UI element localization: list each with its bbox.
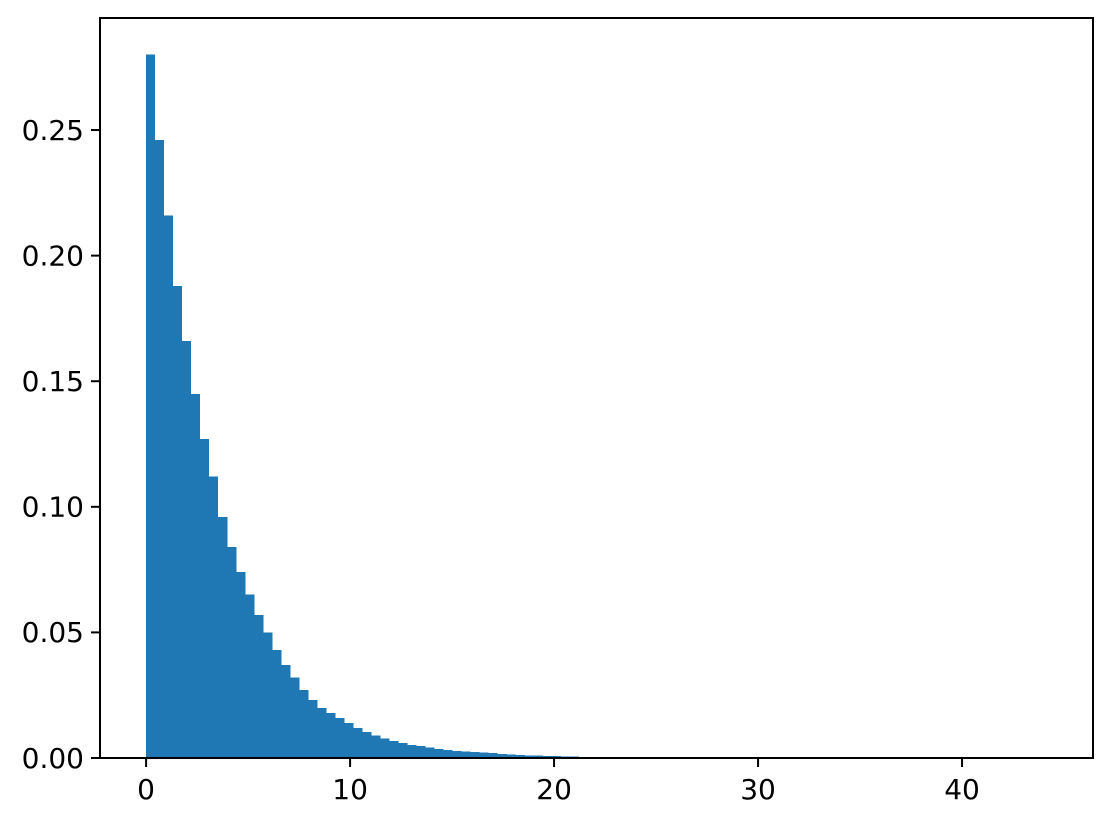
histogram-bars bbox=[146, 54, 597, 759]
histogram-bar bbox=[380, 738, 390, 758]
y-tick-label: 0.05 bbox=[22, 616, 84, 649]
y-tick-label: 0.00 bbox=[22, 742, 84, 775]
y-axis: 0.00 0.05 0.10 0.15 0.20 0.25 bbox=[22, 114, 100, 775]
x-tick-label: 10 bbox=[332, 773, 368, 806]
histogram-bar bbox=[407, 744, 417, 758]
y-tick-label: 0.20 bbox=[22, 239, 84, 272]
histogram-bar bbox=[479, 752, 489, 758]
histogram-bar bbox=[326, 712, 336, 758]
histogram-bar bbox=[317, 707, 327, 758]
histogram-bar bbox=[209, 476, 219, 758]
histogram-bar bbox=[308, 700, 318, 758]
histogram-bar bbox=[200, 438, 210, 758]
histogram-bar bbox=[524, 755, 534, 758]
histogram-bar bbox=[290, 677, 300, 758]
histogram-bar bbox=[272, 649, 282, 758]
histogram-bar bbox=[335, 717, 345, 758]
histogram-bar bbox=[263, 632, 273, 758]
x-tick-label: 40 bbox=[944, 773, 980, 806]
histogram-bar bbox=[146, 54, 156, 759]
histogram-bar bbox=[488, 753, 498, 758]
histogram-bar bbox=[533, 755, 543, 758]
x-axis: 0 10 20 30 40 bbox=[137, 758, 980, 806]
histogram-bar bbox=[245, 594, 255, 758]
histogram-bar bbox=[164, 215, 174, 758]
histogram-bar bbox=[497, 753, 507, 758]
histogram-bar bbox=[425, 747, 435, 758]
histogram-bar bbox=[299, 690, 309, 758]
histogram-bar bbox=[362, 731, 372, 758]
histogram-bar bbox=[542, 755, 552, 758]
histogram-bar bbox=[398, 742, 408, 758]
y-tick-label: 0.15 bbox=[22, 365, 84, 398]
histogram-bar bbox=[344, 722, 354, 758]
plot-frame bbox=[99, 17, 1094, 759]
histogram-bar bbox=[155, 140, 165, 758]
x-tick-label: 0 bbox=[137, 773, 155, 806]
histogram-bar bbox=[416, 746, 426, 758]
histogram-bar bbox=[191, 393, 201, 758]
histogram-bar bbox=[236, 572, 246, 758]
histogram-bar bbox=[182, 341, 192, 758]
histogram-bar bbox=[434, 748, 444, 758]
x-tick-label: 30 bbox=[740, 773, 776, 806]
y-tick-label: 0.25 bbox=[22, 114, 84, 147]
histogram-bar bbox=[227, 547, 237, 758]
histogram-bar bbox=[515, 754, 525, 758]
histogram-bar bbox=[470, 752, 480, 758]
histogram-bar bbox=[371, 735, 381, 758]
histogram-bar bbox=[389, 740, 399, 758]
histogram-bar bbox=[452, 750, 462, 758]
histogram-bar bbox=[254, 614, 264, 758]
histogram-bar bbox=[443, 749, 453, 758]
histogram-bar bbox=[218, 516, 228, 758]
histogram-bar bbox=[353, 727, 363, 758]
y-tick-label: 0.10 bbox=[22, 491, 84, 524]
histogram-bar bbox=[173, 285, 183, 758]
histogram-bar bbox=[461, 751, 471, 758]
x-tick-label: 20 bbox=[536, 773, 572, 806]
histogram-bar bbox=[281, 665, 291, 758]
histogram-bar bbox=[506, 754, 516, 758]
